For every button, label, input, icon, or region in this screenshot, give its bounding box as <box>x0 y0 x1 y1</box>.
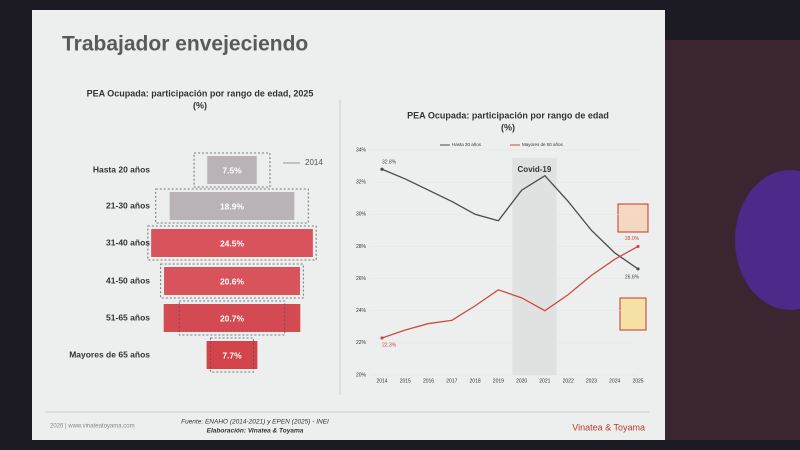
y-tick-label: 24% <box>356 308 367 314</box>
outline-bar <box>155 188 309 224</box>
value-label: 7.5% <box>222 165 242 175</box>
bar <box>207 156 257 184</box>
outline-bar <box>193 152 271 188</box>
x-tick-label: 2016 <box>423 378 434 384</box>
outline-bar <box>178 300 286 336</box>
covid-band <box>512 158 557 375</box>
point <box>636 267 640 271</box>
point <box>380 336 384 340</box>
y-tick-label: 34% <box>356 147 367 153</box>
category-label: 51-65 años <box>106 312 150 322</box>
point <box>380 167 384 171</box>
line <box>381 245 639 339</box>
y-tick-label: 30% <box>356 212 367 218</box>
value-label: 24.5% <box>220 238 245 248</box>
elaboration: Elaboración: Vinatea & Toyama <box>207 428 304 435</box>
annotation: Covid-19 <box>518 165 552 174</box>
y-tick-label: 32% <box>356 179 367 185</box>
legend-label: Mayores de 50 años <box>522 142 564 147</box>
y-tick-label: 28% <box>356 244 367 250</box>
y-tick-label: 20% <box>356 372 367 378</box>
x-tick-label: 2025 <box>632 378 643 384</box>
x-tick-label: 2020 <box>516 378 527 384</box>
chart-subtitle: (%) <box>193 100 207 110</box>
category-label: 21-30 años <box>106 200 150 210</box>
bar <box>163 304 301 332</box>
icon-young <box>617 203 649 233</box>
x-tick-label: 2023 <box>586 378 597 384</box>
bar <box>164 267 300 295</box>
value-label: 22.3% <box>382 342 397 348</box>
slide-title: Trabajador envejeciendo <box>62 33 308 56</box>
value-label: 20.7% <box>220 313 245 323</box>
x-tick-label: 2024 <box>609 378 620 384</box>
bar <box>206 341 258 369</box>
value-label: 20.6% <box>220 276 245 286</box>
outline-bar <box>147 225 317 261</box>
value-label: 32.8% <box>382 160 397 166</box>
value-label: 28.0% <box>625 236 640 242</box>
category-label: 31-40 años <box>106 237 150 247</box>
slide <box>32 10 665 440</box>
footer-left: 2026 | www.vinateatoyama.com <box>50 424 135 430</box>
chart-title: PEA Ocupada: participación por rango de … <box>87 88 314 98</box>
stage-screen <box>735 170 800 310</box>
x-tick-label: 2022 <box>563 378 574 384</box>
category-label: Hasta 20 años <box>93 164 150 174</box>
outline-bar <box>160 263 304 299</box>
icon-old <box>619 297 647 331</box>
y-tick-label: 26% <box>356 276 367 282</box>
y-tick-label: 22% <box>356 340 367 346</box>
point <box>636 244 640 249</box>
value-label: 18.9% <box>220 201 245 211</box>
legend-label: 2014 <box>305 158 323 167</box>
outline-bar <box>210 337 254 373</box>
line <box>381 168 639 270</box>
x-tick-label: 2017 <box>446 378 457 384</box>
value-label: 7.7% <box>222 350 242 360</box>
chart-title: PEA Ocupada: participación por rango de … <box>407 110 609 120</box>
value-label: 26.6% <box>625 274 640 280</box>
x-tick-label: 2015 <box>400 378 411 384</box>
category-label: Mayores de 65 años <box>69 349 150 359</box>
x-tick-label: 2021 <box>539 378 550 384</box>
category-label: 41-50 años <box>106 275 150 285</box>
legend-label: Hasta 30 años <box>452 142 482 147</box>
source: Fuente: ENAHO (2014-2021) y EPEN (2025) … <box>181 419 329 426</box>
bar <box>151 229 313 257</box>
x-tick-label: 2018 <box>470 378 481 384</box>
x-tick-label: 2019 <box>493 378 504 384</box>
bar <box>169 192 295 220</box>
logo: Vinatea & Toyama <box>572 422 645 432</box>
x-tick-label: 2014 <box>376 378 387 384</box>
chart-subtitle: (%) <box>501 122 515 132</box>
